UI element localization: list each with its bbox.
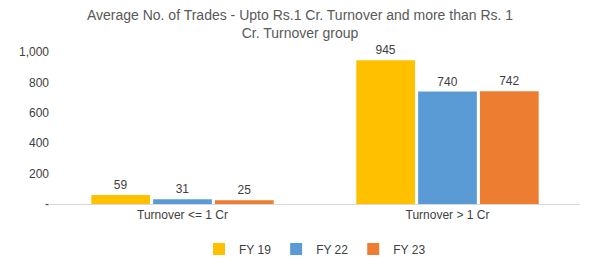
svg-text:600: 600: [29, 106, 49, 120]
svg-text:-: -: [45, 197, 49, 211]
svg-text:FY 19: FY 19: [239, 243, 271, 257]
svg-text:945: 945: [375, 43, 395, 57]
svg-text:200: 200: [29, 167, 49, 181]
svg-text:59: 59: [114, 178, 128, 192]
svg-text:FY 22: FY 22: [316, 243, 348, 257]
svg-text:Turnover > 1 Cr: Turnover > 1 Cr: [406, 208, 490, 222]
svg-text:400: 400: [29, 136, 49, 150]
svg-text:31: 31: [176, 182, 190, 196]
svg-text:FY 23: FY 23: [393, 243, 425, 257]
svg-text:1,000: 1,000: [19, 45, 49, 59]
svg-text:Turnover <= 1 Cr: Turnover <= 1 Cr: [137, 208, 228, 222]
svg-text:Average No. of Trades - Upto R: Average No. of Trades - Upto Rs.1 Cr. Tu…: [87, 7, 513, 41]
svg-text:800: 800: [29, 76, 49, 90]
svg-text:742: 742: [499, 74, 519, 88]
svg-text:25: 25: [237, 183, 251, 197]
svg-text:740: 740: [437, 75, 457, 89]
